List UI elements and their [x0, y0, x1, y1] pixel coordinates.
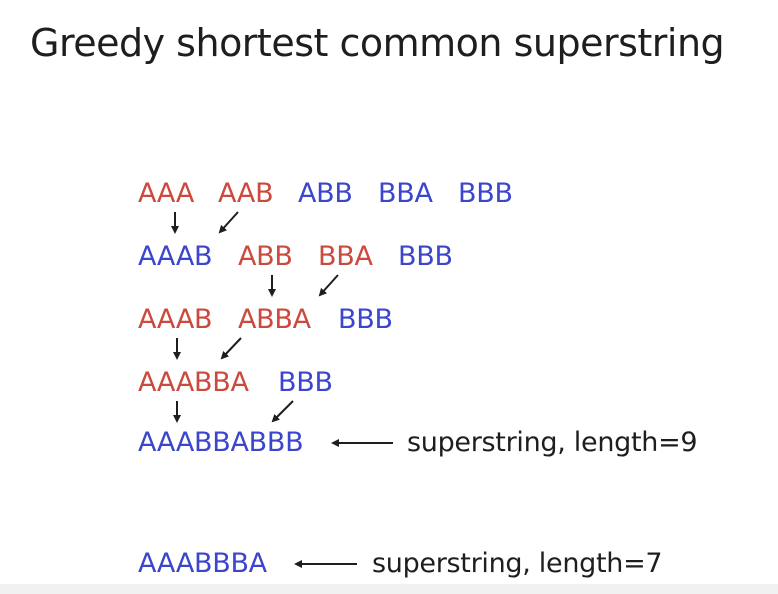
slide-title: Greedy shortest common superstring — [30, 21, 725, 65]
string-token: ABBA — [238, 304, 311, 335]
string-token: AAABBABBB — [138, 427, 304, 458]
string-token: AAA — [138, 178, 195, 209]
string-token: BBA — [318, 241, 373, 272]
string-token: ABB — [238, 241, 293, 272]
bottom-edge — [0, 584, 778, 594]
greedy-result-label: superstring, length=9 — [407, 427, 698, 458]
string-token: AAAB — [138, 304, 213, 335]
string-token: BBA — [378, 178, 433, 209]
shortest-result-label: superstring, length=7 — [372, 548, 663, 579]
string-token: AAABBA — [138, 367, 249, 398]
string-token: BBB — [278, 367, 333, 398]
merge-arrow-diagonal — [318, 274, 339, 297]
string-token: BBB — [458, 178, 513, 209]
string-token: AAB — [218, 178, 274, 209]
merge-arrow-diagonal — [218, 211, 239, 234]
string-token: ABB — [298, 178, 353, 209]
string-token: BBB — [398, 241, 453, 272]
merge-arrow-diagonal — [220, 337, 242, 360]
string-token: AAAB — [138, 241, 213, 272]
merge-arrow-diagonal — [271, 400, 294, 423]
string-token: BBB — [338, 304, 393, 335]
string-token: AAABBBA — [138, 548, 267, 579]
